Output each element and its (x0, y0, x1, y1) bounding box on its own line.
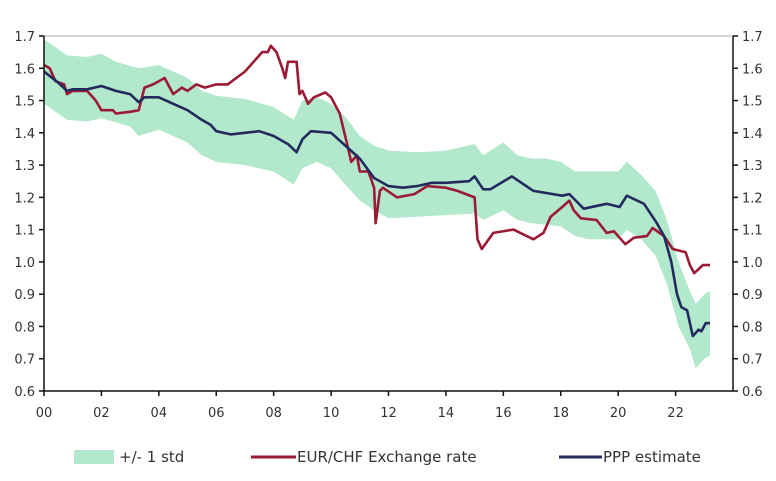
legend-item-ppp: PPP estimate (559, 448, 701, 466)
x-tick-label: 04 (151, 406, 168, 421)
x-tick-label: 22 (667, 406, 684, 421)
exchange-rate-line (43, 44, 710, 275)
legend-swatch-band (74, 450, 114, 464)
y-tick-label-left: 1.1 (14, 224, 35, 239)
y-tick-label-left: 0.8 (14, 320, 35, 335)
y-tick-label-left: 1.4 (14, 127, 35, 142)
ppp-estimate-line (43, 70, 710, 338)
x-tick-label: 14 (438, 406, 455, 421)
legend-item-exchange: EUR/CHF Exchange rate (251, 448, 477, 466)
x-tick-label: 18 (552, 406, 569, 421)
y-tick-label-right: 1.4 (742, 127, 763, 142)
y-tick-label-left: 1.5 (14, 95, 35, 110)
y-tick-label-left: 1.7 (14, 30, 35, 45)
legend-label-band: +/- 1 std (119, 448, 184, 466)
y-tick-label-right: 1.7 (742, 30, 763, 45)
x-tick-label: 02 (93, 406, 110, 421)
axes: 0.6 0.6 0.7 0.7 0.8 0.8 0.9 0.9 1.0 1.0 1.1 1.1 1.2 1… (14, 30, 762, 421)
legend: +/- 1 std EUR/CHF Exchange rate PPP esti… (74, 448, 701, 466)
x-tick-label: 10 (323, 406, 340, 421)
y-tick-label-left: 1.3 (14, 159, 35, 174)
y-tick-label-right: 0.6 (742, 385, 763, 400)
y-tick-label-left: 1.2 (14, 191, 35, 206)
x-tick-label: 12 (380, 406, 397, 421)
x-tick-label: 06 (208, 406, 225, 421)
y-tick-label-right: 1.6 (742, 62, 763, 77)
x-tick-label: 00 (36, 406, 53, 421)
y-tick-label-right: 1.3 (742, 159, 763, 174)
y-tick-label-left: 1.6 (14, 62, 35, 77)
legend-label-exchange: EUR/CHF Exchange rate (297, 448, 477, 466)
y-tick-label-left: 0.7 (14, 353, 35, 368)
legend-item-band: +/- 1 std (74, 448, 184, 466)
y-tick-label-right: 0.9 (742, 288, 763, 303)
y-tick-label-left: 1.0 (14, 256, 35, 271)
legend-label-ppp: PPP estimate (603, 448, 701, 466)
y-tick-label-right: 1.5 (742, 95, 763, 110)
y-tick-label-left: 0.6 (14, 385, 35, 400)
y-tick-label-right: 0.7 (742, 353, 763, 368)
plot-area (43, 39, 710, 369)
x-tick-label: 08 (265, 406, 282, 421)
y-tick-label-right: 1.2 (742, 191, 763, 206)
y-tick-label-right: 0.8 (742, 320, 763, 335)
y-tick-label-right: 1.0 (742, 256, 763, 271)
y-tick-label-left: 0.9 (14, 288, 35, 303)
y-tick-label-right: 1.1 (742, 224, 763, 239)
x-tick-label: 20 (610, 406, 627, 421)
x-tick-label: 16 (495, 406, 512, 421)
